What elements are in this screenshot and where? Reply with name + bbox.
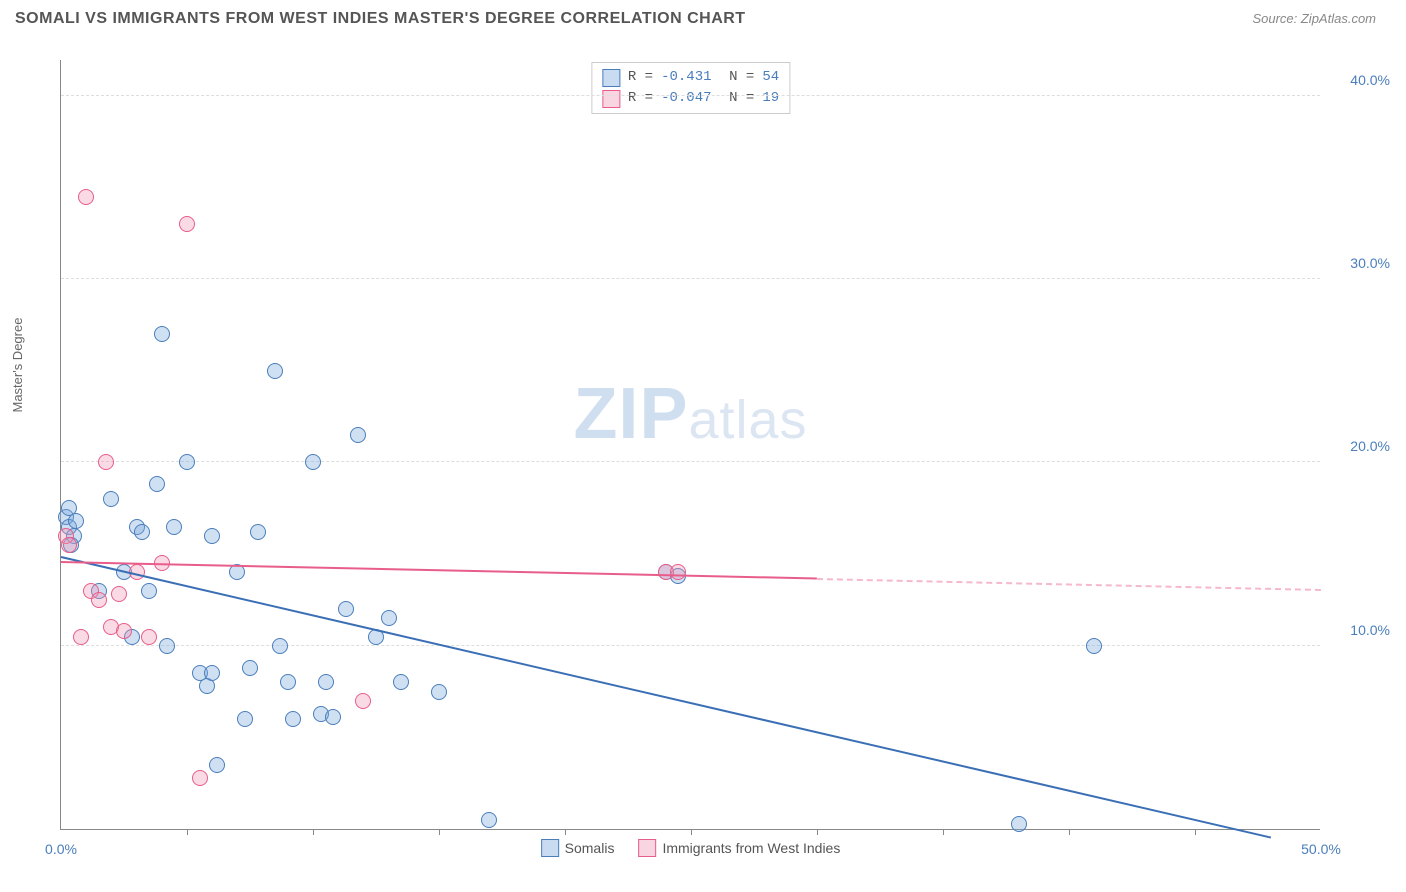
data-point — [1011, 816, 1027, 832]
series-legend: Somalis Immigrants from West Indies — [541, 839, 841, 857]
y-tick-label: 10.0% — [1350, 622, 1390, 638]
data-point — [1086, 638, 1102, 654]
trend-line — [817, 578, 1321, 591]
data-point — [209, 757, 225, 773]
data-point — [204, 528, 220, 544]
y-tick-label: 40.0% — [1350, 72, 1390, 88]
x-tick — [1195, 829, 1196, 835]
data-point — [141, 583, 157, 599]
x-tick — [313, 829, 314, 835]
data-point — [149, 476, 165, 492]
data-point — [242, 660, 258, 676]
data-point — [355, 693, 371, 709]
y-tick-label: 20.0% — [1350, 438, 1390, 454]
data-point — [670, 564, 686, 580]
legend-item: Immigrants from West Indies — [638, 839, 840, 857]
header: SOMALI VS IMMIGRANTS FROM WEST INDIES MA… — [0, 0, 1406, 33]
trend-line — [61, 556, 1271, 838]
data-point — [134, 524, 150, 540]
data-point — [272, 638, 288, 654]
y-tick-label: 30.0% — [1350, 255, 1390, 271]
data-point — [141, 629, 157, 645]
x-tick-label: 50.0% — [1301, 841, 1341, 857]
legend-swatch — [541, 839, 559, 857]
gridline — [61, 95, 1320, 96]
data-point — [431, 684, 447, 700]
chart-container: Master's Degree ZIPatlas R = -0.431N = 5… — [15, 40, 1391, 880]
data-point — [318, 674, 334, 690]
legend-row: R = -0.431N = 54 — [602, 67, 779, 88]
data-point — [393, 674, 409, 690]
gridline — [61, 278, 1320, 279]
data-point — [325, 709, 341, 725]
data-point — [285, 711, 301, 727]
x-tick — [817, 829, 818, 835]
x-tick — [439, 829, 440, 835]
data-point — [78, 189, 94, 205]
data-point — [192, 770, 208, 786]
data-point — [116, 623, 132, 639]
gridline — [61, 645, 1320, 646]
data-point — [350, 427, 366, 443]
legend-swatch — [602, 69, 620, 87]
correlation-legend: R = -0.431N = 54R = -0.047N = 19 — [591, 62, 790, 114]
plot-area: ZIPatlas R = -0.431N = 54R = -0.047N = 1… — [60, 60, 1320, 830]
data-point — [481, 812, 497, 828]
data-point — [280, 674, 296, 690]
x-tick — [1069, 829, 1070, 835]
watermark: ZIPatlas — [573, 373, 807, 455]
y-axis-label: Master's Degree — [10, 318, 25, 413]
x-tick — [187, 829, 188, 835]
data-point — [103, 491, 119, 507]
data-point — [381, 610, 397, 626]
data-point — [61, 537, 77, 553]
data-point — [73, 629, 89, 645]
gridline — [61, 461, 1320, 462]
x-tick — [943, 829, 944, 835]
data-point — [91, 592, 107, 608]
x-tick — [691, 829, 692, 835]
legend-label: Immigrants from West Indies — [662, 840, 840, 856]
data-point — [204, 665, 220, 681]
data-point — [179, 454, 195, 470]
source-attribution: Source: ZipAtlas.com — [1252, 11, 1376, 26]
legend-row: R = -0.047N = 19 — [602, 88, 779, 109]
data-point — [159, 638, 175, 654]
x-tick-label: 0.0% — [45, 841, 77, 857]
data-point — [250, 524, 266, 540]
data-point — [338, 601, 354, 617]
legend-label: Somalis — [565, 840, 615, 856]
data-point — [237, 711, 253, 727]
data-point — [98, 454, 114, 470]
x-tick — [565, 829, 566, 835]
data-point — [267, 363, 283, 379]
legend-swatch — [602, 90, 620, 108]
data-point — [68, 513, 84, 529]
legend-item: Somalis — [541, 839, 615, 857]
data-point — [179, 216, 195, 232]
data-point — [111, 586, 127, 602]
data-point — [154, 326, 170, 342]
data-point — [305, 454, 321, 470]
chart-title: SOMALI VS IMMIGRANTS FROM WEST INDIES MA… — [15, 10, 746, 28]
legend-swatch — [638, 839, 656, 857]
data-point — [166, 519, 182, 535]
trend-line — [61, 561, 817, 579]
